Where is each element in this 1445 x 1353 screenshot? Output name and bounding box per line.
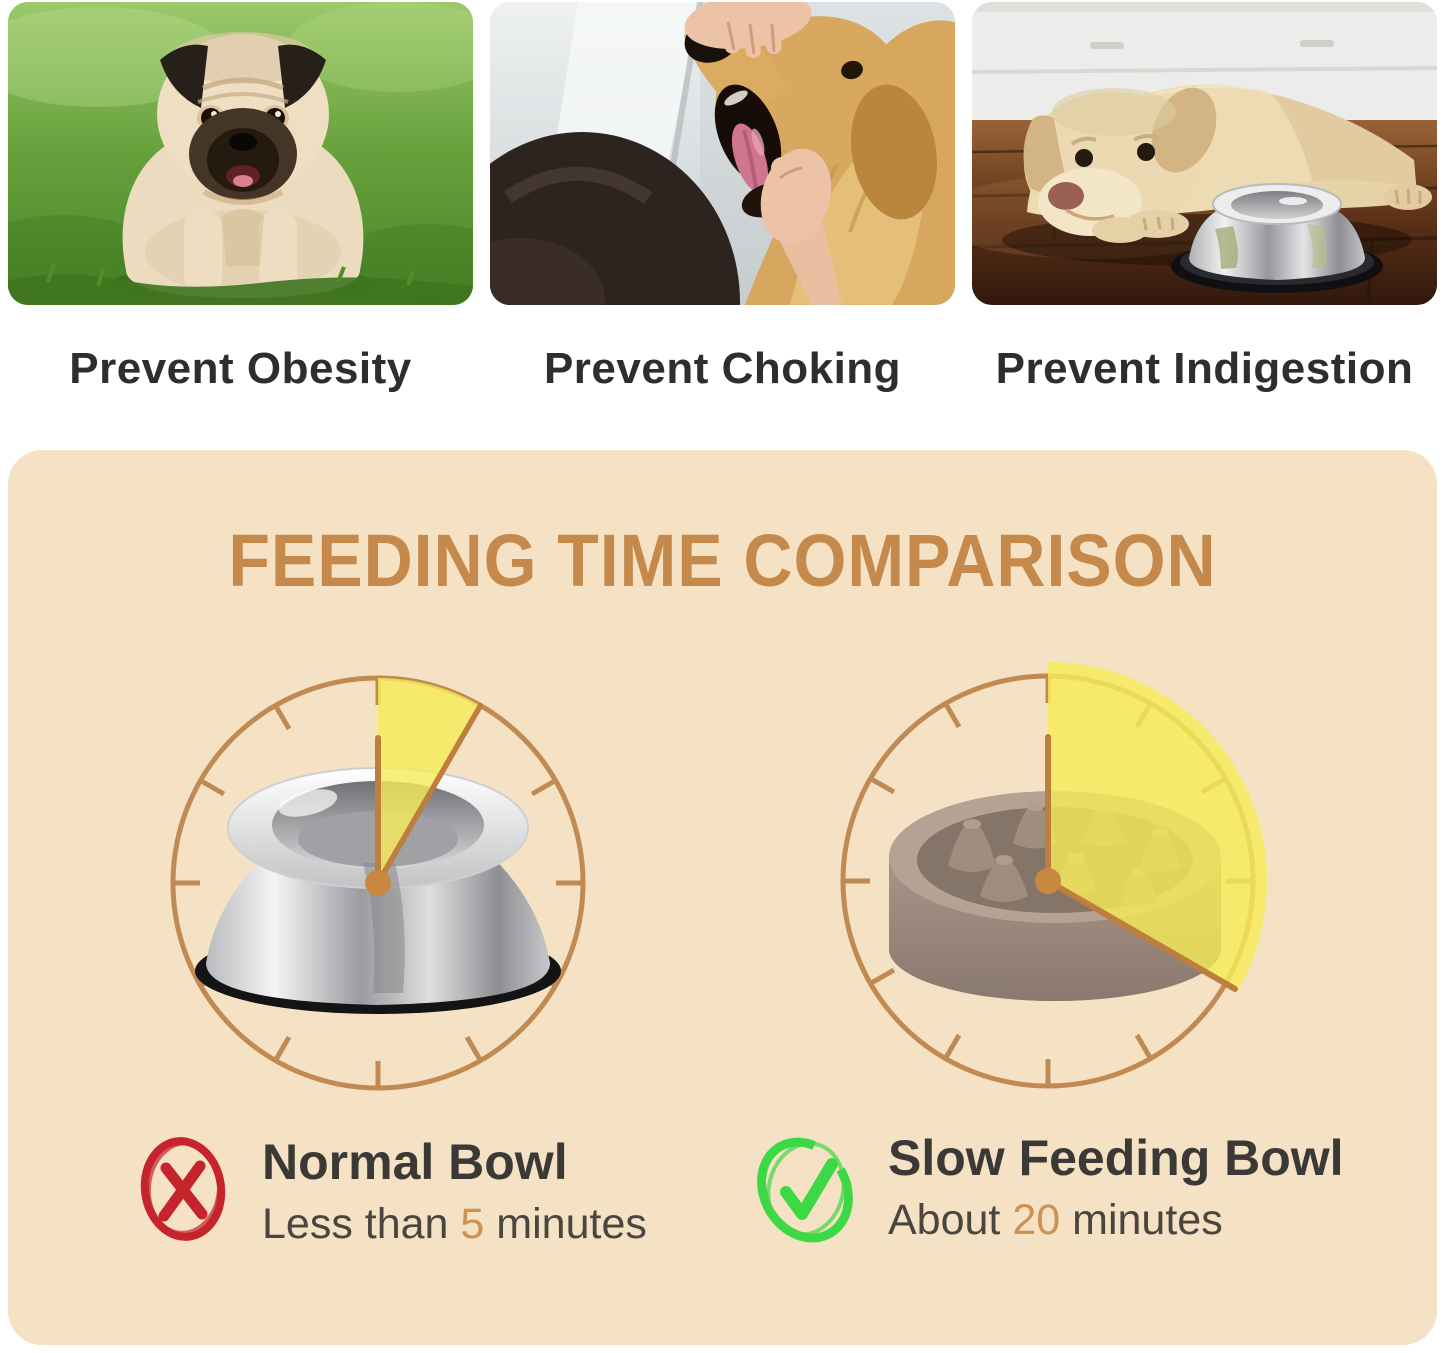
five-minute-wedge — [378, 678, 481, 883]
photo-prevent-obesity — [8, 2, 473, 305]
clock-hands — [375, 702, 484, 886]
benefit-photos-row — [8, 2, 1437, 305]
normal-bowl-clock — [158, 663, 598, 1103]
normal-bowl-time: Less than 5 minutes — [262, 1200, 647, 1248]
caption-prevent-indigestion: Prevent Indigestion — [995, 344, 1414, 393]
clock-center-dot — [365, 870, 391, 896]
pug-on-grass-illustration — [8, 2, 473, 305]
caption-prevent-obesity: Prevent Obesity — [69, 344, 412, 393]
minutes-value: 5 — [460, 1200, 485, 1248]
section-title: FEEDING TIME COMPARISON — [228, 519, 1217, 602]
stainless-bowl-illustration — [195, 767, 561, 1014]
feeding-time-comparison-card: FEEDING TIME COMPARISON — [8, 450, 1437, 1345]
clock-center-dot — [1035, 868, 1061, 894]
labrador-by-bowl-illustration — [972, 2, 1437, 305]
normal-bowl-verdict: Normal Bowl Less than 5 minutes — [138, 1134, 647, 1248]
clock-5-minutes — [170, 675, 586, 1091]
normal-bowl-label: Normal Bowl — [262, 1134, 568, 1190]
slow-feeding-bowl-verdict: Slow Feeding Bowl About 20 minutes — [756, 1130, 1344, 1246]
caption-prevent-choking: Prevent Choking — [543, 344, 902, 393]
slow-feeder-clock — [828, 661, 1268, 1101]
twenty-minute-wedge — [1048, 662, 1268, 991]
cross-icon — [140, 1137, 226, 1241]
slow-feeding-bowl-time: About 20 minutes — [888, 1196, 1223, 1244]
clock-hands — [1045, 734, 1238, 992]
check-icon — [757, 1137, 853, 1243]
clock-20-minutes — [840, 662, 1268, 1089]
minutes-value: 20 — [1012, 1196, 1061, 1244]
photo-prevent-choking — [490, 2, 955, 305]
slow-feeding-bowl-label: Slow Feeding Bowl — [888, 1130, 1344, 1186]
photo-prevent-indigestion — [972, 2, 1437, 305]
retriever-mouth-check-illustration — [490, 2, 955, 305]
benefit-captions-row: Prevent Obesity Prevent Choking Prevent … — [8, 344, 1437, 394]
